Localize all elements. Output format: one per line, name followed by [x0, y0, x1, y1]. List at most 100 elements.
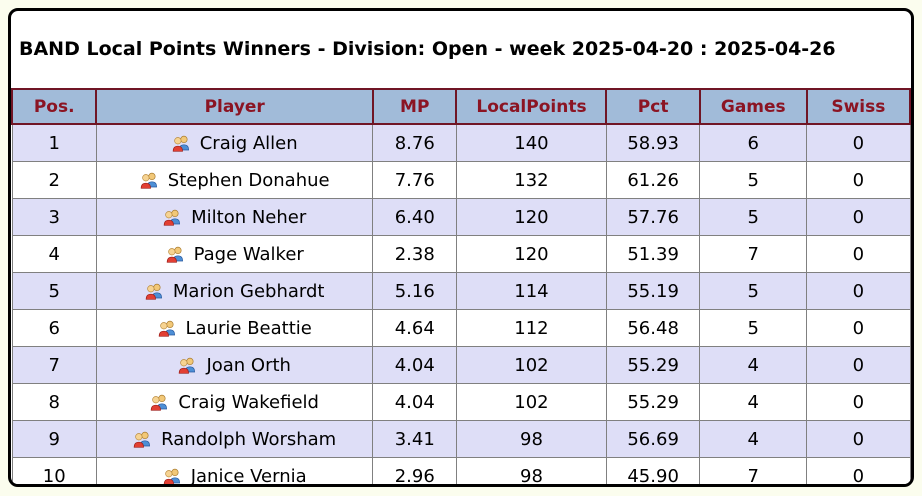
two-people-icon — [166, 246, 183, 263]
games-cell: 5 — [699, 161, 808, 199]
mp-cell: 5.16 — [372, 272, 457, 310]
games-cell: 5 — [699, 198, 808, 236]
pos-cell: 4 — [11, 235, 97, 273]
games-cell: 5 — [699, 272, 808, 310]
swiss-cell: 0 — [806, 346, 911, 384]
pos-cell: 7 — [11, 346, 97, 384]
games-cell: 7 — [699, 235, 808, 273]
games-cell: 4 — [699, 383, 808, 421]
localpoints-cell: 98 — [455, 457, 607, 484]
games-cell: 5 — [699, 309, 808, 347]
player-cell: Stephen Donahue — [95, 161, 374, 199]
pct-cell: 61.26 — [605, 161, 701, 199]
swiss-cell: 0 — [806, 123, 911, 162]
table-row: 8 Craig Wakefield 4.04 102 55.29 4 0 — [11, 383, 911, 421]
pct-cell: 51.39 — [605, 235, 701, 273]
mp-cell: 4.04 — [372, 346, 457, 384]
player-name: Craig Allen — [199, 132, 298, 154]
table-row: 6 Laurie Beattie 4.64 112 56.48 5 0 — [11, 309, 911, 347]
localpoints-cell: 132 — [455, 161, 607, 199]
two-people-icon — [179, 357, 196, 374]
header-row: Pos. Player MP LocalPoints Pct Games Swi… — [11, 88, 911, 125]
results-table: Pos. Player MP LocalPoints Pct Games Swi… — [11, 88, 911, 487]
localpoints-cell: 102 — [455, 383, 607, 421]
pct-cell: 55.29 — [605, 346, 701, 384]
pct-cell: 57.76 — [605, 198, 701, 236]
localpoints-cell: 114 — [455, 272, 607, 310]
player-cell: Joan Orth — [95, 346, 374, 384]
player-cell: Laurie Beattie — [95, 309, 374, 347]
swiss-cell: 0 — [806, 235, 911, 273]
column-header-swiss: Swiss — [805, 88, 911, 125]
mp-cell: 2.96 — [372, 457, 457, 484]
player-cell: Marion Gebhardt — [95, 272, 374, 310]
swiss-cell: 0 — [806, 383, 911, 421]
pos-cell: 10 — [11, 457, 97, 484]
mp-cell: 6.40 — [372, 198, 457, 236]
table-row: 1 Craig Allen 8.76 140 58.93 6 0 — [11, 123, 911, 162]
table-row: 3 Milton Neher 6.40 120 57.76 5 0 — [11, 198, 911, 236]
games-cell: 7 — [699, 457, 808, 484]
swiss-cell: 0 — [806, 457, 911, 484]
column-header-mp: MP — [371, 88, 458, 125]
localpoints-cell: 120 — [455, 198, 607, 236]
pct-cell: 56.69 — [605, 420, 701, 458]
games-cell: 4 — [699, 346, 808, 384]
mp-cell: 4.04 — [372, 383, 457, 421]
pct-cell: 56.48 — [605, 309, 701, 347]
swiss-cell: 0 — [806, 198, 911, 236]
two-people-icon — [133, 431, 151, 448]
column-header-pct: Pct — [605, 88, 701, 125]
pos-cell: 1 — [11, 123, 97, 162]
player-cell: Page Walker — [95, 235, 374, 273]
two-people-icon — [151, 394, 168, 411]
player-name: Janice Vernia — [190, 465, 307, 487]
pos-cell: 5 — [11, 272, 97, 310]
player-name: Randolph Worsham — [161, 428, 337, 450]
player-name: Craig Wakefield — [178, 391, 319, 413]
player-cell: Randolph Worsham — [95, 420, 374, 458]
mp-cell: 4.64 — [372, 309, 457, 347]
player-cell: Craig Allen — [95, 123, 374, 162]
player-name: Stephen Donahue — [167, 169, 330, 191]
pct-cell: 58.93 — [605, 123, 701, 162]
pos-cell: 2 — [11, 161, 97, 199]
player-cell: Janice Vernia — [95, 457, 374, 487]
table-row: 7 Joan Orth 4.04 102 55.29 4 0 — [11, 346, 911, 384]
player-cell: Craig Wakefield — [95, 383, 374, 421]
two-people-icon — [158, 320, 175, 337]
table-header: Pos. Player MP LocalPoints Pct Games Swi… — [11, 88, 911, 125]
table-row: 9 Randolph Worsham 3.41 98 56.69 4 0 — [11, 420, 911, 458]
column-header-localpoints: LocalPoints — [455, 88, 608, 125]
swiss-cell: 0 — [806, 309, 911, 347]
swiss-cell: 0 — [806, 420, 911, 458]
mp-cell: 2.38 — [372, 235, 457, 273]
localpoints-cell: 120 — [455, 235, 607, 273]
swiss-cell: 0 — [806, 272, 911, 310]
two-people-icon — [140, 172, 157, 189]
column-header-games: Games — [698, 88, 808, 125]
pct-cell: 45.90 — [605, 457, 701, 484]
player-name: Page Walker — [193, 243, 304, 265]
pos-cell: 8 — [11, 383, 97, 421]
two-people-icon — [163, 209, 181, 226]
player-name: Milton Neher — [191, 206, 307, 228]
two-people-icon — [172, 135, 189, 152]
player-cell: Milton Neher — [95, 198, 374, 236]
two-people-icon — [145, 283, 162, 300]
pos-cell: 6 — [11, 309, 97, 347]
pos-cell: 3 — [11, 198, 97, 236]
results-panel: BAND Local Points Winners - Division: Op… — [8, 8, 914, 487]
two-people-icon — [163, 468, 180, 484]
table-body: 1 Craig Allen 8.76 140 58.93 6 0 2 Stephen Don… — [11, 123, 911, 487]
player-name: Joan Orth — [206, 354, 291, 376]
table-row: 4 Page Walker 2.38 120 51.39 7 0 — [11, 235, 911, 273]
page-title: BAND Local Points Winners - Division: Op… — [19, 38, 836, 60]
swiss-cell: 0 — [806, 161, 911, 199]
mp-cell: 7.76 — [372, 161, 457, 199]
pct-cell: 55.19 — [605, 272, 701, 310]
table-row: 2 Stephen Donahue 7.76 132 61.26 5 0 — [11, 161, 911, 199]
player-name: Marion Gebhardt — [172, 280, 325, 302]
mp-cell: 3.41 — [372, 420, 457, 458]
games-cell: 6 — [699, 123, 808, 162]
